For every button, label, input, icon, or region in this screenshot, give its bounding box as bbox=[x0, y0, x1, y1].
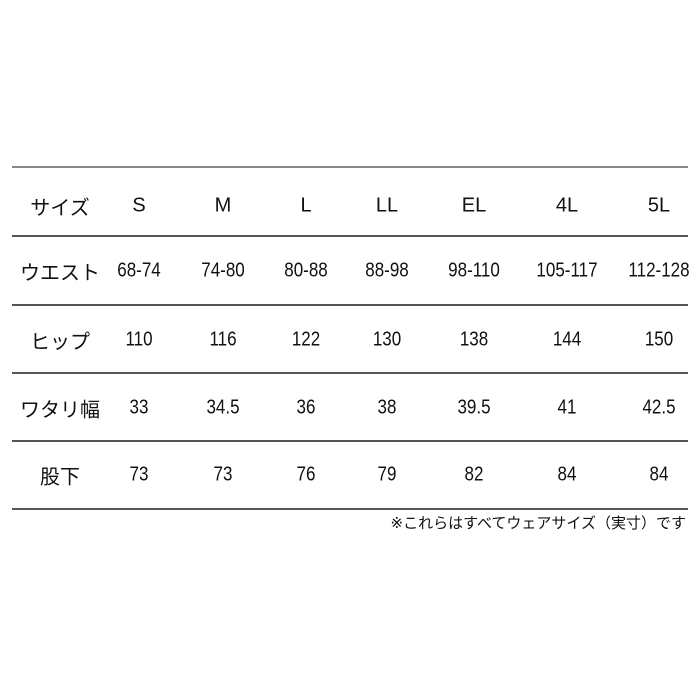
header-size: S bbox=[132, 194, 146, 217]
cell-value: 33 bbox=[129, 396, 149, 419]
cell-value: 73 bbox=[213, 463, 233, 486]
header-size: L bbox=[300, 194, 312, 217]
table-cell: 150 bbox=[642, 329, 675, 352]
table-cell: 39.5 bbox=[455, 397, 494, 420]
cell-value: 112-128 bbox=[628, 259, 690, 282]
table-cell: 116 bbox=[207, 329, 239, 352]
table-cell: 138 bbox=[457, 329, 490, 352]
row-label: ウエスト bbox=[20, 260, 100, 285]
cell-value: 41 bbox=[557, 396, 577, 419]
cell-value: 84 bbox=[557, 463, 577, 486]
table-cell: 88-98 bbox=[361, 260, 412, 283]
table-cell: 68-74 bbox=[113, 260, 164, 283]
table-cell: 73 bbox=[212, 464, 234, 487]
cell-value: 116 bbox=[209, 328, 237, 351]
cell-value: 105-117 bbox=[536, 259, 598, 282]
table-cell: 41 bbox=[556, 397, 578, 420]
table-cell: 130 bbox=[370, 329, 403, 352]
table-cell: 73 bbox=[128, 464, 150, 487]
cell-value: 150 bbox=[644, 328, 674, 351]
header-size: M bbox=[214, 194, 232, 217]
table-cell: 105-117 bbox=[531, 260, 603, 283]
divider bbox=[12, 508, 688, 510]
cell-value: 122 bbox=[291, 328, 321, 351]
cell-value: 76 bbox=[296, 463, 316, 486]
cell-value: 82 bbox=[464, 463, 484, 486]
row-label: ヒップ bbox=[30, 329, 90, 354]
cell-value: 73 bbox=[129, 463, 149, 486]
cell-value: 110 bbox=[125, 328, 153, 351]
table-cell: 110 bbox=[123, 329, 155, 352]
header-size: LL bbox=[375, 194, 399, 217]
header-size: 4L bbox=[555, 194, 579, 217]
footnote: ※これらはすべてウェアサイズ（実寸）です bbox=[390, 514, 686, 532]
row-label: 股下 bbox=[40, 464, 80, 489]
table-cell: 79 bbox=[376, 464, 398, 487]
divider bbox=[12, 304, 688, 306]
table-cell: 74-80 bbox=[197, 260, 248, 283]
table-cell: 33 bbox=[128, 397, 150, 420]
divider bbox=[12, 166, 688, 168]
table-cell: 80-88 bbox=[280, 260, 331, 283]
cell-value: 79 bbox=[377, 463, 397, 486]
cell-value: 42.5 bbox=[642, 396, 676, 419]
cell-value: 130 bbox=[372, 328, 402, 351]
header-size: 5L bbox=[647, 194, 671, 217]
table-cell: 84 bbox=[556, 464, 578, 487]
cell-value: 144 bbox=[552, 328, 582, 351]
table-cell: 38 bbox=[376, 397, 398, 420]
cell-value: 39.5 bbox=[457, 396, 491, 419]
cell-value: 98-110 bbox=[448, 259, 500, 282]
cell-value: 38 bbox=[377, 396, 397, 419]
cell-value: 84 bbox=[649, 463, 669, 486]
divider bbox=[12, 440, 688, 442]
divider bbox=[12, 372, 688, 374]
table-cell: 98-110 bbox=[444, 260, 505, 283]
cell-value: 138 bbox=[459, 328, 489, 351]
divider bbox=[12, 235, 688, 237]
row-label: ワタリ幅 bbox=[20, 397, 100, 422]
cell-value: 36 bbox=[296, 396, 316, 419]
cell-value: 68-74 bbox=[117, 259, 161, 282]
cell-value: 88-98 bbox=[365, 259, 409, 282]
table-cell: 36 bbox=[295, 397, 317, 420]
table-cell: 144 bbox=[550, 329, 583, 352]
table-cell: 112-128 bbox=[623, 260, 695, 283]
table-cell: 122 bbox=[289, 329, 322, 352]
table-cell: 84 bbox=[648, 464, 670, 487]
cell-value: 34.5 bbox=[206, 396, 240, 419]
header-size: EL bbox=[461, 194, 487, 217]
header-label: サイズ bbox=[30, 195, 90, 220]
cell-value: 80-88 bbox=[284, 259, 328, 282]
table-cell: 34.5 bbox=[204, 397, 243, 420]
cell-value: 74-80 bbox=[201, 259, 245, 282]
table-cell: 82 bbox=[463, 464, 485, 487]
table-cell: 42.5 bbox=[640, 397, 679, 420]
table-cell: 76 bbox=[295, 464, 317, 487]
